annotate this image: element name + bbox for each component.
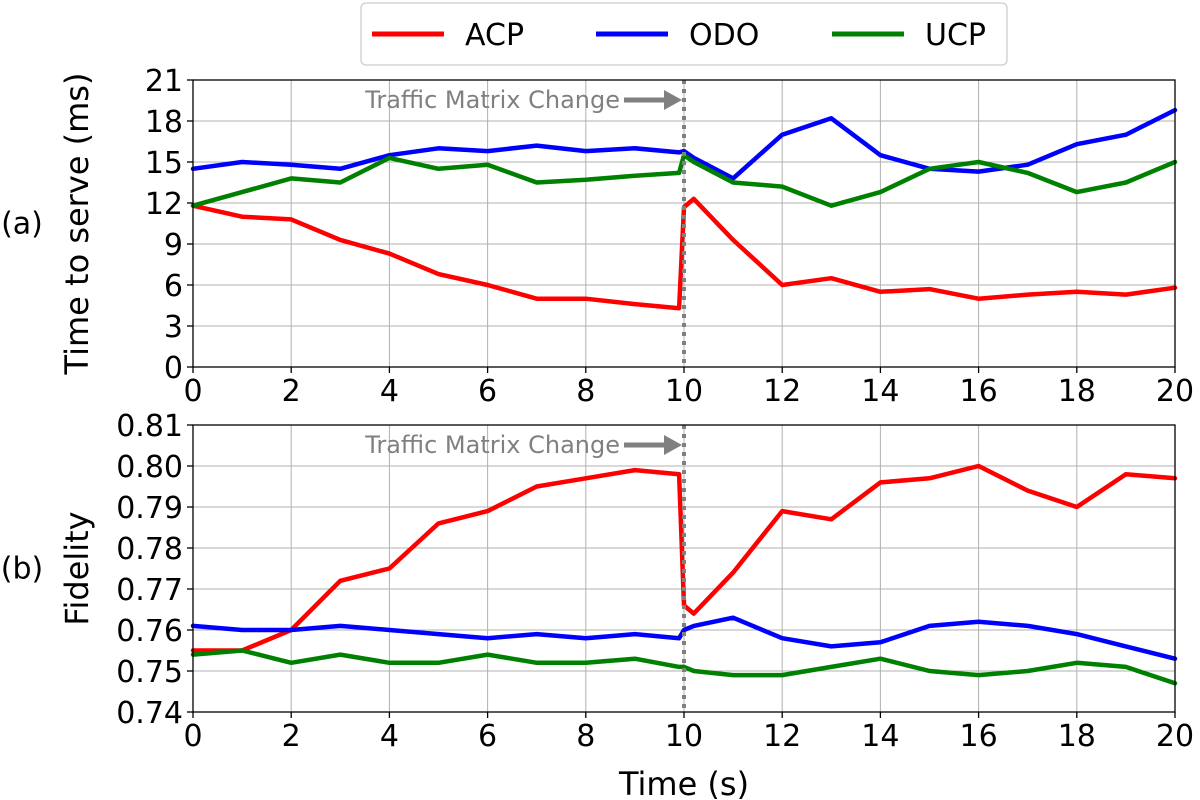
legend: ACP ODO UCP [360,2,1008,66]
y-axis-title: Time to serve (ms) [58,73,96,376]
x-tick-label: 6 [478,719,497,754]
x-tick-label: 12 [763,374,801,409]
x-tick-label: 16 [960,374,998,409]
y-tick-label: 0.78 [116,532,183,567]
y-tick-label: 0.74 [116,696,183,731]
series-line-odo [190,615,1178,661]
y-tick-label: 0.80 [116,450,183,485]
x-tick-label: 20 [1156,719,1194,754]
y-tick-label: 0 [164,351,183,386]
y-tick-label: 12 [145,187,183,222]
y-tick-label: 0.75 [116,655,183,690]
x-tick-label: 4 [380,374,399,409]
x-tick-label: 10 [665,719,703,754]
x-tick-label: 16 [960,719,998,754]
x-tick-label: 0 [183,374,202,409]
y-tick-label: 21 [145,64,183,99]
panel-label: (b) [1,552,43,587]
x-tick-label: 4 [380,719,399,754]
x-axis-title: Time (s) [618,765,749,800]
panel-label: (a) [1,207,43,242]
y-tick-label: 15 [145,146,183,181]
x-tick-label: 18 [1058,719,1096,754]
x-tick-label: 18 [1058,374,1096,409]
y-tick-label: 9 [164,228,183,263]
legend-label-odo: ODO [689,18,759,53]
annotation-text: Traffic Matrix Change [364,431,620,459]
legend-box [360,2,1008,66]
y-tick-label: 0.76 [116,614,183,649]
x-tick-label: 0 [183,719,202,754]
x-tick-label: 6 [478,374,497,409]
x-tick-label: 14 [861,374,899,409]
x-tick-label: 2 [282,719,301,754]
y-tick-label: 0.79 [116,491,183,526]
x-tick-label: 8 [576,719,595,754]
series-line-odo [190,107,1178,181]
x-tick-label: 14 [861,719,899,754]
x-tick-label: 2 [282,374,301,409]
y-tick-label: 0.77 [116,573,183,608]
annotation-text: Traffic Matrix Change [364,86,620,114]
panel-b: Traffic Matrix Change 0 2 4 6 8 10 12 14 16 18 20 0.… [1,409,1194,754]
y-tick-label: 6 [164,269,183,304]
y-tick-label: 3 [164,310,183,345]
x-tick-label: 8 [576,374,595,409]
y-axis-title: Fidelity [58,511,96,625]
legend-label-ucp: UCP [925,18,986,53]
legend-label-acp: ACP [465,18,524,53]
x-tick-label: 10 [665,374,703,409]
y-tick-label: 0.81 [116,409,183,444]
x-tick-label: 20 [1156,374,1194,409]
x-tick-label: 12 [763,719,801,754]
annotation-arrow-head [664,90,682,110]
y-tick-label: 18 [145,105,183,140]
annotation-arrow-head [664,435,682,455]
series-line-ucp [190,648,1178,686]
